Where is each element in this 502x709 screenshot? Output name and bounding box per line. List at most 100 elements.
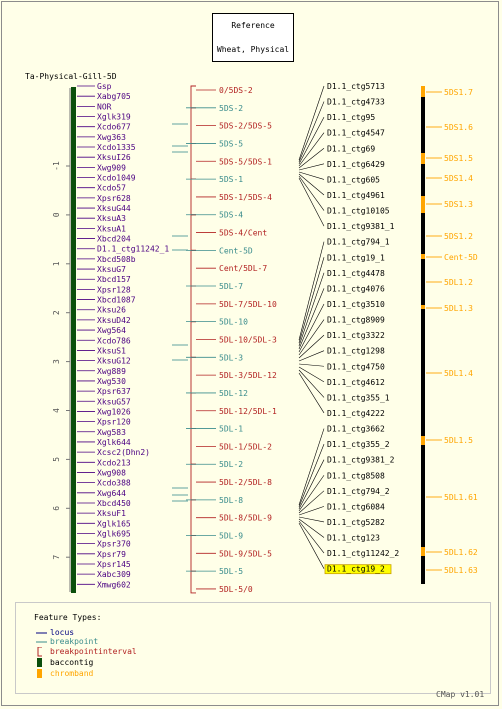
contig-label[interactable]: D1.1_ctg95 [327,113,375,122]
contig-label[interactable]: D1.1_ctg4961 [327,191,385,200]
locus-label[interactable]: Xcdo213 [97,458,131,467]
chromband-label[interactable]: 5DS1.7 [444,88,473,97]
interval-bracket[interactable] [190,85,196,109]
locus-label[interactable]: XksuI26 [97,153,131,162]
reference-box[interactable]: Reference Wheat, Physical [212,13,294,62]
contig-label[interactable]: D1.1_ctg4733 [327,98,385,107]
chromband-bar[interactable] [421,88,425,584]
interval-label[interactable]: 5DL-7/5DL-10 [219,300,277,309]
locus-label[interactable]: Xwg530 [97,377,126,386]
contig-label[interactable]: D1.1_ctg8508 [327,471,385,480]
interval-bracket[interactable] [190,178,196,216]
locus-label[interactable]: Xbcd204 [97,235,131,244]
breakpoint-label[interactable]: 5DL-3 [219,353,243,362]
breakpoint-label[interactable]: 5DL-5 [219,567,243,576]
interval-label[interactable]: 5DL-3/5DL-12 [219,371,277,380]
interval-label[interactable]: Cent/5DL-7 [219,264,267,273]
locus-label[interactable]: Xcdo1335 [97,143,136,152]
locus-label[interactable]: Xglk695 [97,529,131,538]
contig-label[interactable]: D1.1_ctg8909 [327,316,385,325]
contig-label[interactable]: D1.1_ctg355_1 [327,393,390,402]
locus-label[interactable]: Xcdo786 [97,336,131,345]
contig-label[interactable]: D1.1_ctg5282 [327,518,385,527]
chromband-label[interactable]: 5DL1.63 [444,566,478,575]
locus-label[interactable]: XksuG44 [97,204,131,213]
locus-label[interactable]: XksuG57 [97,397,131,406]
locus-label[interactable]: Xbcd450 [97,499,131,508]
contig-label[interactable]: D1.1_ctg10105 [327,207,390,216]
interval-label[interactable]: 0/5DS-2 [219,86,253,95]
chromband-label[interactable]: 5DL1.2 [444,278,473,287]
locus-label[interactable]: Xbcd157 [97,275,131,284]
breakpoint-label[interactable]: 5DL-2 [219,460,243,469]
chromband-label[interactable]: 5DS1.6 [444,123,473,132]
interval-label[interactable]: 5DL-12/5DL-1 [219,407,277,416]
contig-label[interactable]: D1.1_ctg605 [327,175,380,184]
chromband-label[interactable]: 5DS1.2 [444,232,473,241]
locus-label[interactable]: Xpsr120 [97,418,131,427]
contig-label[interactable]: D1.1_ctg794_2 [327,487,390,496]
chromband-label[interactable]: 5DS1.5 [444,154,473,163]
locus-label[interactable]: Gsp [97,82,112,91]
contig-label[interactable]: D1.1_ctg19_1 [327,253,385,262]
map-title[interactable]: Ta-Physical-Gill-5D [25,72,117,81]
locus-label[interactable]: Xcsc2(Dhn2) [97,448,150,457]
interval-bracket[interactable] [190,463,196,501]
locus-label[interactable]: Xglk319 [97,113,131,122]
locus-label[interactable]: Xwg583 [97,428,126,437]
contig-label[interactable]: D1.1_ctg69 [327,144,375,153]
chromband-label[interactable]: Cent-5D [444,253,478,262]
interval-label[interactable]: 5DS-4/Cent [219,229,267,238]
interval-bracket[interactable] [190,285,196,323]
chromband-label[interactable]: 5DL1.5 [444,436,473,445]
locus-label[interactable]: Xcdo57 [97,184,126,193]
breakpoint-label[interactable]: 5DL-12 [219,389,248,398]
breakpoint-label[interactable]: 5DL-7 [219,282,243,291]
interval-label[interactable]: 5DL-9/5DL-5 [219,549,272,558]
contig-label[interactable]: D1.1_ctg123 [327,534,380,543]
chromband-label[interactable]: 5DL1.3 [444,304,473,313]
locus-label[interactable]: Xcdo677 [97,123,131,132]
locus-label[interactable]: Xpsr370 [97,540,131,549]
breakpoint-label[interactable]: 5DL-10 [219,318,248,327]
locus-label[interactable]: NOR [97,102,112,111]
contig-label[interactable]: D1.1_ctg4478 [327,269,385,278]
contig-label[interactable]: D1.1_ctg355_2 [327,440,390,449]
interval-label[interactable]: 5DL-10/5DL-3 [219,335,277,344]
contig-label[interactable]: D1.1_ctg4612 [327,378,385,387]
breakpoint-label[interactable]: 5DL-1 [219,425,243,434]
locus-label[interactable]: Xpsr128 [97,285,131,294]
contig-label[interactable]: D1.1_ctg4076 [327,284,385,293]
chromband-label[interactable]: 5DL1.4 [444,369,473,378]
interval-bracket[interactable] [190,249,196,287]
contig-label[interactable]: D1.1_ctg3322 [327,331,385,340]
locus-label[interactable]: Xwg908 [97,468,126,477]
locus-label[interactable]: XksuG12 [97,357,131,366]
interval-label[interactable]: 5DS-5/5DS-1 [219,157,272,166]
contig-label[interactable]: D1.1_ctg1298 [327,347,385,356]
interval-label[interactable]: 5DL-1/5DL-2 [219,442,272,451]
contig-label[interactable]: D1.1_ctg9381_2 [327,456,395,465]
interval-bracket[interactable] [190,214,196,251]
locus-label[interactable]: XksuA3 [97,214,126,223]
breakpoint-label[interactable]: Cent-5D [219,246,253,255]
locus-label[interactable]: Xabc309 [97,570,131,579]
contig-label[interactable]: D1.1_ctg5713 [327,82,385,91]
locus-label[interactable]: Xpsr628 [97,194,131,203]
locus-label[interactable]: Xbcd508b [97,255,136,264]
contig-label[interactable]: D1.1_ctg3662 [327,425,385,434]
chromband-label[interactable]: 5DL1.61 [444,493,478,502]
contig-label[interactable]: D1.1_ctg794_1 [327,238,390,247]
interval-bracket[interactable] [190,535,196,572]
chromosome-bar[interactable] [71,87,76,593]
locus-label[interactable]: XksuF1 [97,509,126,518]
locus-label[interactable]: Xcdo388 [97,479,131,488]
locus-label[interactable]: Xpsr637 [97,387,131,396]
locus-label[interactable]: Xpsr79 [97,550,126,559]
chromband-label[interactable]: 5DL1.62 [444,548,478,557]
contig-label[interactable]: D1.1_ctg4222 [327,409,385,418]
contig-label[interactable]: D1.1_ctg4547 [327,129,385,138]
contig-label[interactable]: D1.1_ctg11242_2 [327,549,399,558]
interval-label[interactable]: 5DL-5/0 [219,585,253,594]
interval-bracket[interactable] [190,143,196,180]
